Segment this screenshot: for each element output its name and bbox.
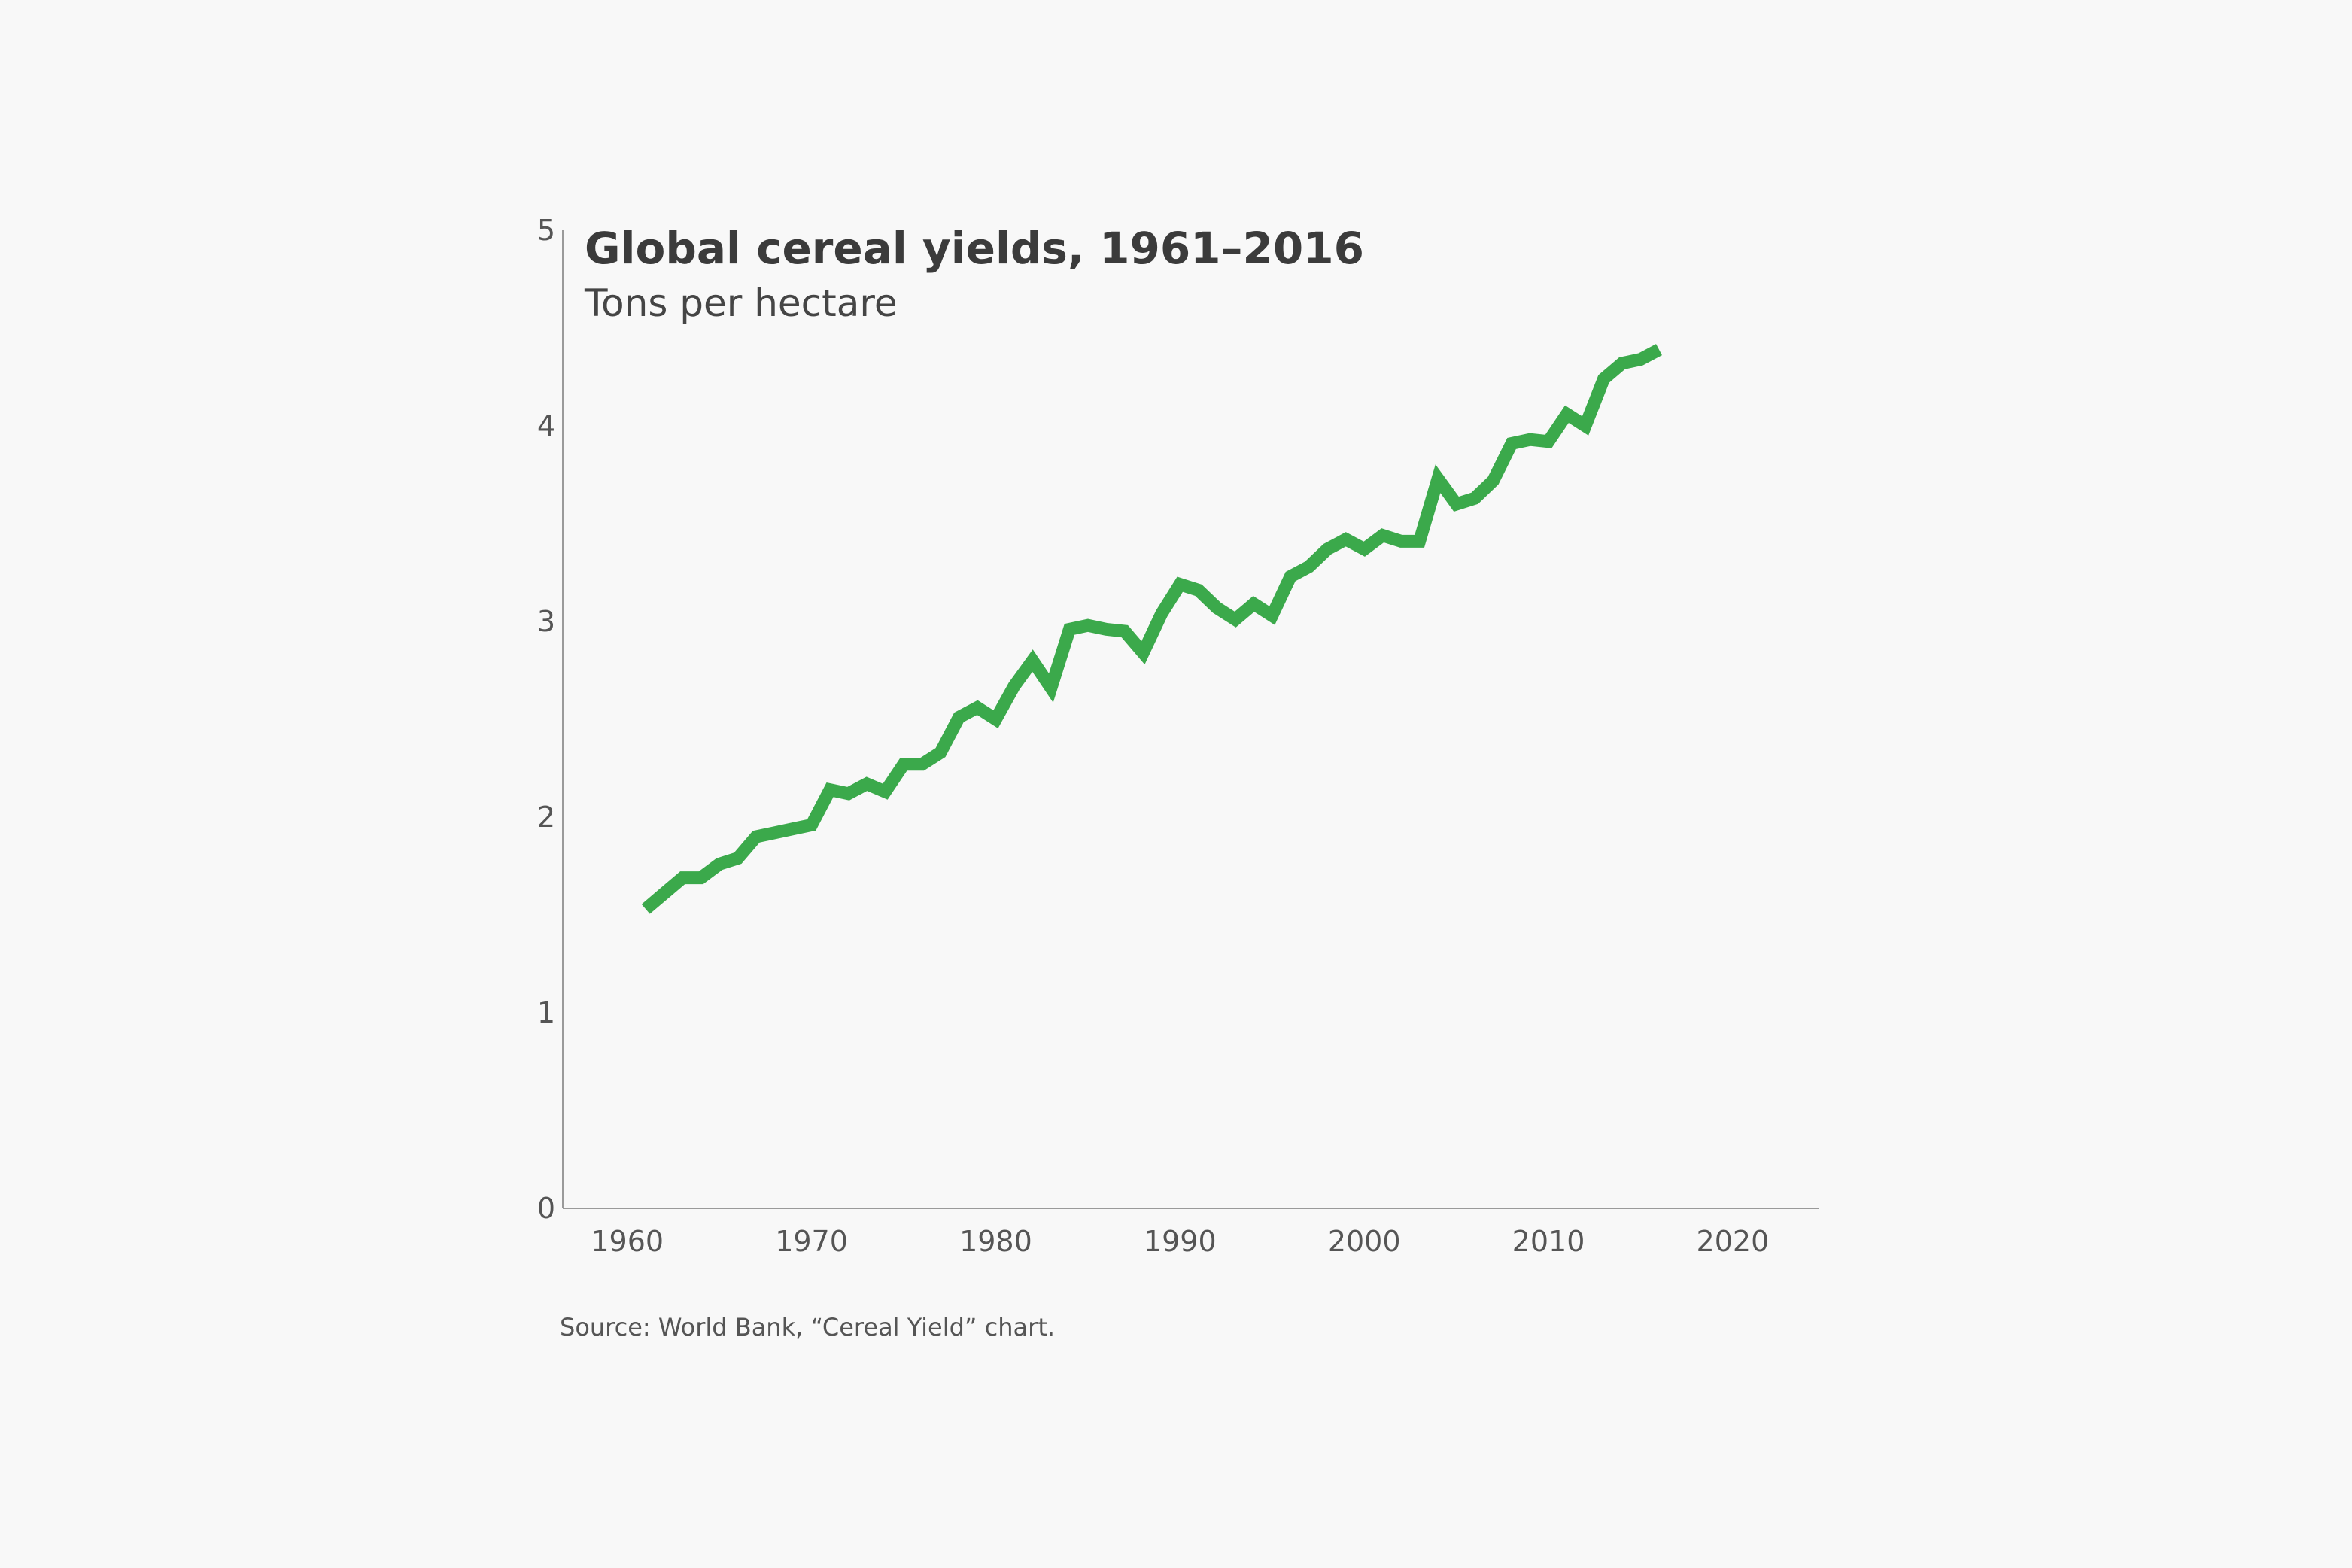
x-tick-label: 1960 <box>591 1225 664 1258</box>
chart-source-note: Source: World Bank, “Cereal Yield” chart… <box>560 1313 1055 1342</box>
y-tick-label: 1 <box>537 996 555 1029</box>
series-line-cereal-yield <box>641 344 1662 914</box>
y-tick-label: 3 <box>537 605 555 638</box>
x-axis-tick-labels: 1960 1970 1980 1990 2000 2010 2020 <box>591 1225 1769 1258</box>
chart-title: Global cereal yields, 1961–2016 <box>585 223 1364 274</box>
x-tick-label: 1980 <box>959 1225 1032 1258</box>
y-axis-tick-labels: 0 1 2 3 4 5 <box>537 214 555 1225</box>
x-tick-label: 2000 <box>1328 1225 1401 1258</box>
y-tick-label: 2 <box>537 801 555 834</box>
y-tick-label: 5 <box>537 214 555 247</box>
x-tick-label: 1970 <box>775 1225 848 1258</box>
x-tick-label: 2020 <box>1697 1225 1770 1258</box>
chart-subtitle: Tons per hectare <box>584 281 898 325</box>
x-tick-label: 1990 <box>1144 1225 1217 1258</box>
y-tick-label: 0 <box>537 1192 555 1225</box>
x-tick-label: 2010 <box>1512 1225 1585 1258</box>
y-tick-label: 4 <box>537 409 555 442</box>
